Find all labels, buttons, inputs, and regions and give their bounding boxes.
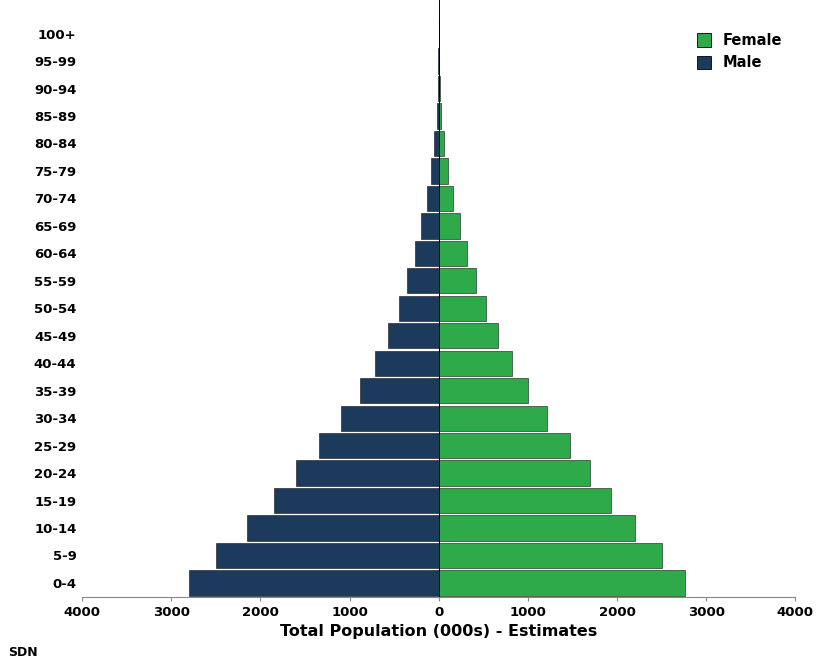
Bar [434, 131, 438, 156]
Bar [438, 131, 443, 156]
Bar [319, 433, 438, 458]
X-axis label: Total Population (000s) - Estimates: Total Population (000s) - Estimates [280, 625, 596, 639]
Bar [438, 406, 547, 431]
Text: SDN: SDN [8, 646, 38, 660]
Bar [438, 158, 447, 184]
Bar [375, 351, 438, 376]
Bar [188, 570, 438, 595]
Legend: Female, Male: Female, Male [690, 27, 787, 76]
Bar [438, 378, 527, 403]
Bar [247, 515, 438, 540]
Bar [438, 461, 590, 486]
Bar [387, 323, 438, 348]
Bar [438, 213, 459, 239]
Bar [438, 351, 511, 376]
Bar [426, 186, 438, 211]
Bar [438, 241, 467, 266]
Bar [215, 543, 438, 568]
Bar [438, 323, 497, 348]
Bar [438, 515, 634, 540]
Bar [438, 186, 452, 211]
Bar [340, 406, 438, 431]
Bar [360, 378, 438, 403]
Bar [398, 296, 438, 321]
Bar [296, 461, 438, 486]
Bar [421, 213, 438, 239]
Bar [438, 76, 439, 101]
Bar [438, 103, 441, 129]
Bar [407, 269, 438, 294]
Bar [438, 433, 569, 458]
Bar [414, 241, 438, 266]
Bar [431, 158, 438, 184]
Bar [438, 543, 661, 568]
Bar [438, 488, 610, 513]
Bar [437, 103, 438, 129]
Bar [438, 269, 476, 294]
Bar [274, 488, 438, 513]
Bar [438, 296, 486, 321]
Bar [438, 570, 684, 595]
